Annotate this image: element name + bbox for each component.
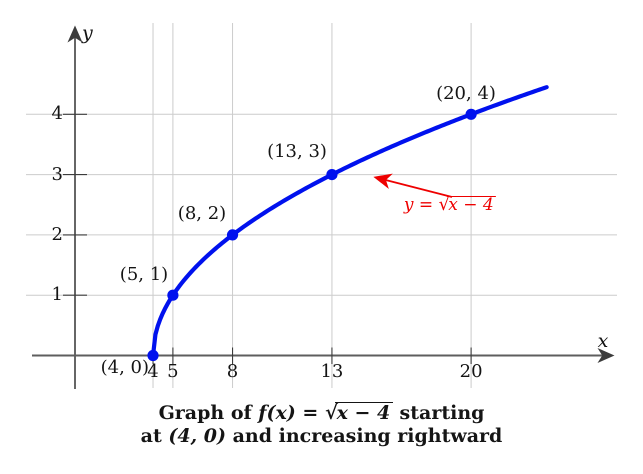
curve-path (150, 85, 549, 358)
text-segment: and increasing rightward (226, 425, 503, 447)
y-tick-label: 4 (51, 103, 63, 125)
y-tick-label: 2 (51, 223, 63, 245)
function-annotation: y = √x − 4 (403, 193, 497, 217)
data-point (167, 289, 179, 301)
y-tick-label: 1 (51, 284, 63, 306)
x-tick-label: 13 (320, 361, 344, 382)
point-label: (5, 1) (119, 264, 169, 285)
text-segment: (4, 0) (168, 425, 226, 447)
text-segment: f(x) (258, 402, 296, 424)
y-tick-label: 3 (51, 163, 63, 185)
data-point (147, 349, 159, 362)
x-tick-label: 5 (167, 361, 179, 382)
point-label: (13, 3) (267, 141, 327, 162)
x-tick-label: 4 (147, 361, 159, 382)
sqrt-expression: √x − 4 (438, 194, 497, 215)
point-label: (20, 4) (436, 83, 496, 104)
text-segment: y (403, 195, 414, 215)
data-point (326, 169, 338, 181)
x-tick-label: 20 (459, 361, 483, 382)
caption-line-1: Graph of f(x) = √x − 4 starting (0, 401, 643, 425)
text-segment: Graph of (158, 402, 259, 424)
sqrt-expression: √x − 4 (324, 400, 393, 424)
text-segment: = (413, 195, 439, 215)
radicand: x − 4 (446, 195, 497, 213)
caption-line-2: at (4, 0) and increasing rightward (0, 425, 643, 448)
x-axis-label: x (597, 330, 609, 352)
text-segment: = (295, 402, 325, 424)
point-label: (4, 0) (100, 357, 149, 378)
annotation-arrow (373, 173, 453, 198)
radicand: x − 4 (335, 402, 393, 422)
data-point (226, 229, 239, 241)
text-segment: at (140, 425, 169, 447)
point-label: (8, 2) (177, 203, 227, 224)
data-point (465, 108, 477, 120)
radical-sign: √ (438, 194, 450, 215)
plot-svg (26, 23, 617, 389)
text-segment: starting (392, 402, 485, 424)
x-tick-label: 8 (226, 361, 239, 382)
figure-caption: Graph of f(x) = √x − 4 starting at (4, 0… (0, 401, 643, 448)
y-axis-label: y (82, 22, 93, 44)
radical-sign: √ (324, 400, 338, 424)
